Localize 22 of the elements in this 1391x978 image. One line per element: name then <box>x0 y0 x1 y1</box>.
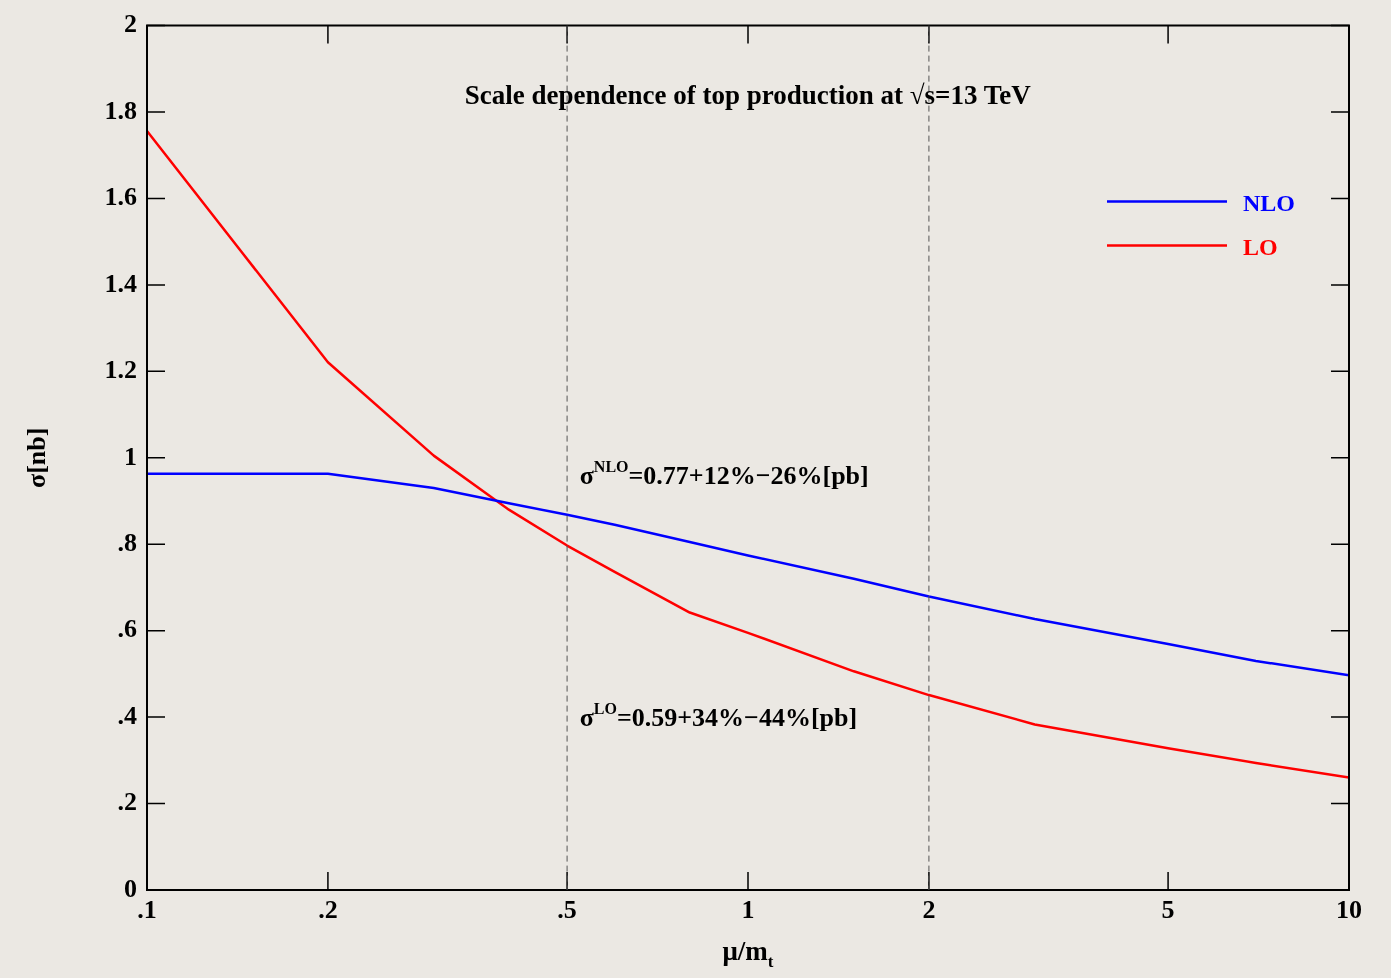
text: Scale dependence of top production at √s=13 TeV <box>464 79 1032 110</box>
x-tick-label: 10 <box>1336 895 1362 925</box>
x-tick-label: .1 <box>137 895 157 925</box>
x-tick-label: 2 <box>922 895 936 925</box>
y-tick-label: 0 <box>124 873 137 903</box>
x-tick-label: .5 <box>557 895 577 925</box>
y-tick-label: .8 <box>117 527 137 557</box>
x-tick-label: 5 <box>1161 895 1175 925</box>
legend-label: LO <box>1243 233 1278 260</box>
y-tick-label: 1.4 <box>104 268 137 298</box>
y-tick-label: .4 <box>117 700 137 730</box>
y-tick-label: 1.2 <box>104 355 137 385</box>
x-tick-label: .2 <box>318 895 338 925</box>
y-tick-label: 1 <box>124 441 137 471</box>
y-tick-label: 2 <box>124 9 137 39</box>
legend-label: NLO <box>1243 189 1296 216</box>
y-axis-title: σ[nb] <box>22 427 51 488</box>
y-tick-label: 1.6 <box>104 182 137 212</box>
y-tick-label: 1.8 <box>104 95 137 125</box>
y-tick-label: .6 <box>117 614 137 644</box>
x-tick-label: 1 <box>741 895 755 925</box>
y-tick-label: .2 <box>117 787 137 817</box>
